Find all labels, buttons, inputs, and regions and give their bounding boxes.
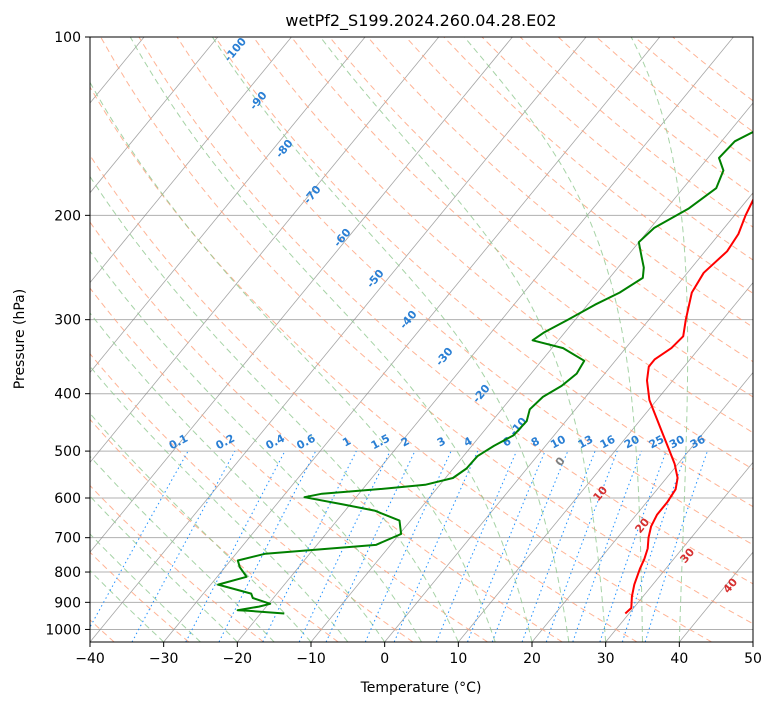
isotherm-line (237, 37, 734, 642)
x-axis: −40 −30 −20 −10 0 10 20 30 40 50 (75, 642, 762, 667)
isoline-labels: 0.1 0.2 0.4 0.6 1 1.5 2 3 4 6 8 10 13 16 20 25 30 36-100-… (167, 35, 741, 596)
isotherm-line (90, 37, 292, 284)
isotherm-line (90, 37, 219, 194)
x-tick-label: −20 (223, 651, 253, 667)
isotherm-line (531, 371, 753, 642)
mixing-ratio-line (262, 450, 357, 642)
x-tick-label: 20 (523, 651, 541, 667)
x-tick-label: 40 (670, 651, 688, 667)
x-tick-label: −30 (149, 651, 179, 667)
moist-adiabat-line (90, 533, 201, 642)
mixing-ratio-line (325, 450, 416, 642)
dry-adiabat-line (329, 37, 753, 398)
mixing-ratio-line (599, 450, 667, 642)
moist-adiabat-line (630, 37, 689, 642)
moist-adiabat-line (464, 37, 643, 642)
chart-title: wetPf2_S199.2024.260.04.28.E02 (285, 11, 556, 31)
y-tick-label: 300 (54, 313, 81, 329)
dry-adiabat-line (90, 287, 488, 642)
dry-adiabat-line (443, 37, 753, 294)
y-tick-label: 800 (54, 565, 81, 581)
x-tick-label: −40 (75, 651, 105, 667)
dry-adiabat-line (291, 37, 753, 434)
mixing-ratio-line (131, 450, 236, 642)
dry-adiabat-line (214, 37, 753, 508)
y-tick-label: 400 (54, 387, 81, 403)
dewpoint-profile-line (217, 130, 753, 615)
temperature-profile-line (624, 197, 753, 615)
background-lines (90, 37, 753, 642)
mixing-ratio-label: 13 (576, 433, 596, 452)
moist-adiabat-line (90, 312, 386, 642)
x-tick-label: 10 (449, 651, 467, 667)
x-tick-label: −10 (296, 651, 326, 667)
dry-adiabat-line (90, 86, 712, 642)
moist-adiabat-line (90, 495, 238, 642)
moist-adiabat-line (129, 37, 533, 642)
mixing-ratio-line (298, 450, 391, 642)
dry-adiabat-line (252, 37, 753, 470)
x-tick-label: 50 (744, 651, 762, 667)
dry-adiabat-line (90, 353, 414, 642)
dry-adiabat-line (100, 37, 753, 625)
x-axis-label: Temperature (°C) (360, 680, 482, 696)
mixing-ratio-label: 16 (598, 433, 618, 452)
y-tick-label: 700 (54, 531, 81, 547)
y-tick-label: 600 (54, 491, 81, 507)
isotherm-line (163, 37, 661, 642)
isotherm-line (384, 192, 753, 642)
profile-lines (217, 130, 753, 615)
dry-adiabat-line (176, 37, 753, 546)
plot-frame (89, 36, 754, 643)
moist-adiabat-line (211, 37, 570, 642)
y-tick-label: 1000 (45, 622, 81, 638)
moist-adiabat-line (90, 365, 349, 642)
moist-adiabat-line (90, 81, 496, 642)
mixing-ratio-label: 36 (688, 433, 708, 452)
moist-adiabat-line (90, 569, 165, 642)
mixing-ratio-line (621, 450, 688, 642)
isotherm-line (310, 102, 753, 642)
x-tick-label: 0 (380, 651, 389, 667)
dry-adiabat-line (90, 551, 190, 642)
mixing-ratio-label: 30 (667, 433, 687, 452)
moist-adiabat-line (90, 175, 459, 642)
y-tick-label: 500 (54, 444, 81, 460)
isotherm-line (90, 37, 366, 374)
isotherm-line (90, 37, 513, 553)
mixing-ratio-line (644, 450, 708, 642)
dry-adiabat-line (90, 418, 339, 642)
y-axis: 100 200 300 400 500 600 700 800 900 1000 (45, 30, 90, 638)
isotherm-line (458, 282, 753, 642)
y-tick-label: 200 (54, 208, 81, 224)
mixing-ratio-line (491, 450, 569, 642)
isotherm-line (605, 461, 753, 642)
dry-adiabat-line (90, 484, 264, 642)
isotherm-line (90, 37, 440, 463)
mixing-ratio-label: 20 (622, 433, 642, 452)
y-tick-label: 900 (54, 595, 81, 611)
mixing-ratio-label: 25 (647, 433, 667, 452)
mixing-ratio-line (521, 450, 596, 642)
moist-adiabat-line (320, 37, 607, 642)
dry-adiabat-line (90, 154, 638, 642)
dry-adiabat-line (90, 221, 563, 642)
y-tick-label: 100 (54, 30, 81, 46)
mixing-ratio-label: 10 (548, 433, 568, 452)
x-tick-label: 30 (597, 651, 615, 667)
dry-adiabat-line (138, 37, 753, 585)
y-axis-label: Pressure (hPa) (12, 289, 28, 389)
